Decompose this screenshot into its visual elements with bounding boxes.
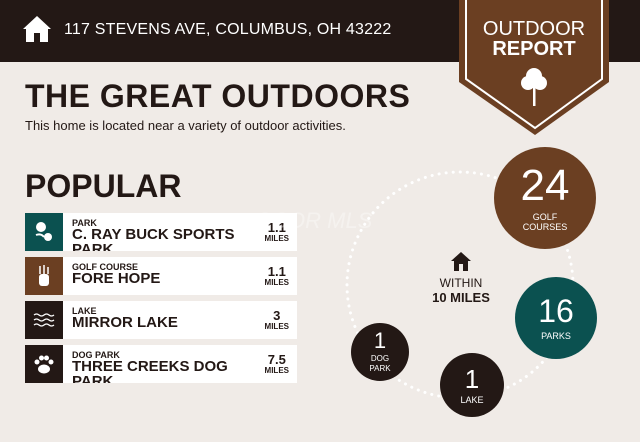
item-distance: 7.5 bbox=[267, 352, 286, 367]
lake-bubble: 1 LAKE bbox=[440, 353, 504, 417]
item-name: FORE HOPE bbox=[72, 270, 161, 287]
bubble-count: 1 bbox=[464, 363, 480, 394]
parks-bubble: 16 PARKS bbox=[515, 277, 597, 359]
item-distance: 3 bbox=[273, 308, 281, 323]
dog-park-bubble: 1 DOG PARK bbox=[351, 323, 409, 381]
item-category: PARK bbox=[72, 218, 97, 228]
item-category: LAKE bbox=[72, 306, 97, 316]
bubble-label: GOLF COURSES bbox=[522, 212, 568, 232]
within-label: WITHIN bbox=[439, 276, 483, 290]
golf-courses-bubble: 24 GOLF COURSES bbox=[494, 147, 596, 249]
bubble-count: 16 bbox=[538, 293, 574, 329]
item-name: THREE CREEKS DOG PARK bbox=[72, 358, 228, 383]
item-name: MIRROR LAKE bbox=[72, 314, 178, 331]
waves-icon bbox=[25, 301, 63, 339]
golf-bag-icon bbox=[25, 257, 63, 295]
item-category: DOG PARK bbox=[72, 350, 120, 360]
list-item[interactable]: DOG PARK THREE CREEKS DOG PARK 7.5 MILES bbox=[25, 345, 297, 383]
park-icon bbox=[25, 213, 63, 251]
within-radius: 10 MILES bbox=[432, 290, 490, 305]
home-icon bbox=[451, 252, 471, 271]
paw-icon bbox=[25, 345, 63, 383]
bubble-label: DOG PARK bbox=[369, 354, 391, 373]
property-address: 117 STEVENS AVE, COLUMBUS, OH 43222 bbox=[64, 21, 392, 38]
popular-heading: POPULAR bbox=[25, 168, 182, 204]
badge-line1: OUTDOOR bbox=[482, 18, 586, 40]
outdoor-report-badge bbox=[459, 0, 609, 135]
bubble-label: LAKE bbox=[460, 394, 484, 405]
item-unit: MILES bbox=[264, 234, 289, 243]
item-name: C. RAY BUCK SPORTS PARK bbox=[72, 226, 235, 251]
list-item[interactable]: PARK C. RAY BUCK SPORTS PARK 1.1 MILES bbox=[25, 213, 297, 251]
item-category: GOLF COURSE bbox=[72, 262, 139, 272]
page-title: THE GREAT OUTDOORS bbox=[25, 78, 411, 114]
page-subtitle: This home is located near a variety of o… bbox=[25, 118, 346, 133]
item-unit: MILES bbox=[264, 366, 289, 375]
home-icon bbox=[23, 16, 51, 42]
item-distance: 1.1 bbox=[267, 264, 286, 279]
badge-line2: REPORT bbox=[492, 38, 576, 60]
list-item[interactable]: LAKE MIRROR LAKE 3 MILES bbox=[25, 301, 297, 339]
tree-icon bbox=[521, 68, 547, 106]
bubble-count: 24 bbox=[520, 161, 570, 210]
bubble-label: PARKS bbox=[541, 331, 571, 341]
item-unit: MILES bbox=[264, 322, 289, 331]
item-distance: 1.1 bbox=[267, 220, 286, 235]
watermark: OCOR MLS bbox=[255, 208, 373, 233]
bubble-count: 1 bbox=[373, 328, 387, 353]
list-item[interactable]: GOLF COURSE FORE HOPE 1.1 MILES bbox=[25, 257, 297, 295]
item-unit: MILES bbox=[264, 278, 289, 287]
